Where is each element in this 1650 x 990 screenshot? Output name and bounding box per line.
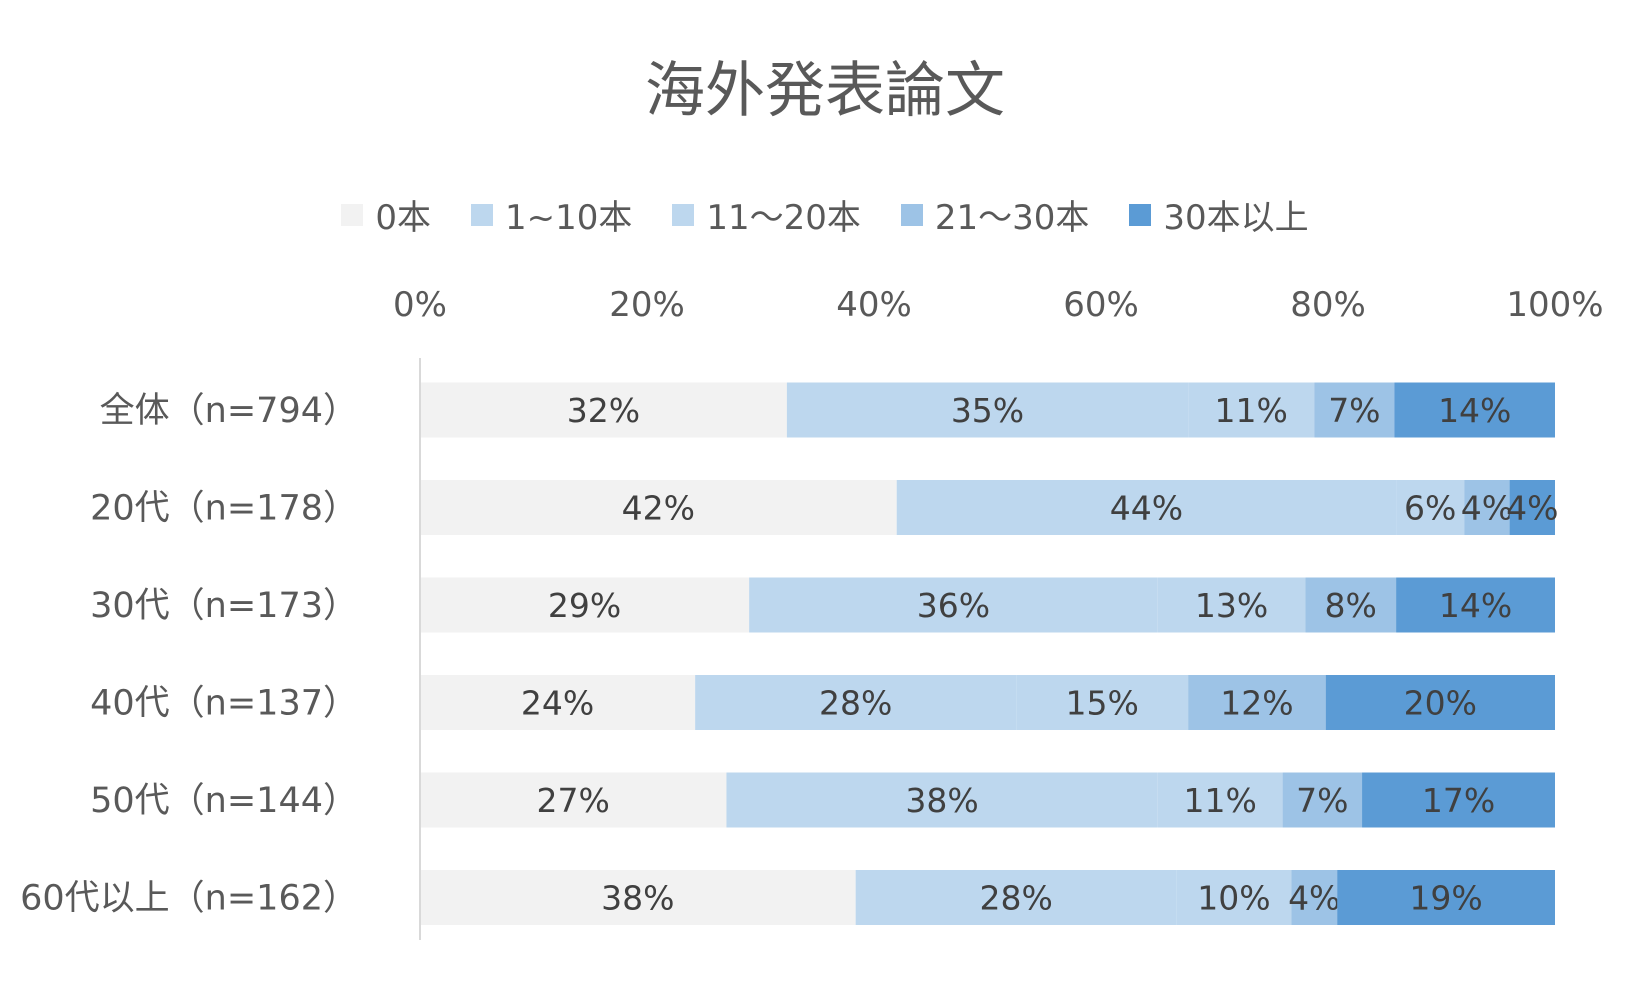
bar-segment <box>420 675 696 730</box>
bar-segment <box>1337 870 1555 925</box>
category-label: 50代（n=144） <box>90 781 358 821</box>
data-label: 7% <box>1328 391 1380 430</box>
category-label: 40代（n=137） <box>90 684 358 724</box>
data-label: 42% <box>622 489 695 528</box>
data-label: 20% <box>1404 684 1477 723</box>
data-label: 38% <box>905 781 978 820</box>
bar-segment <box>1157 772 1283 828</box>
bar-segment <box>726 772 1158 828</box>
bar-segment <box>1509 480 1555 535</box>
data-label: 19% <box>1409 879 1482 918</box>
category-label: 20代（n=178） <box>90 489 358 529</box>
x-tick-label: 60% <box>1063 285 1139 325</box>
data-label: 12% <box>1220 684 1293 723</box>
data-label: 10% <box>1197 879 1270 918</box>
legend-swatch-3 <box>900 203 923 226</box>
bar-segment <box>1016 675 1189 730</box>
legend-label-0: 0本 <box>375 198 431 238</box>
bar-segment <box>420 577 750 633</box>
bar-segment <box>695 675 1017 730</box>
data-label: 28% <box>819 684 892 723</box>
legend-swatch-2 <box>672 203 695 226</box>
legend-swatch-0 <box>341 203 364 226</box>
chart-title: 海外発表論文 <box>645 56 1005 126</box>
bar-segment <box>896 480 1397 535</box>
bar-segment <box>420 480 897 535</box>
bar-segment <box>1362 772 1555 828</box>
category-label: 全体（n=794） <box>100 391 358 431</box>
data-label: 15% <box>1065 684 1138 723</box>
x-tick-label: 40% <box>836 285 912 325</box>
data-label: 11% <box>1215 391 1288 430</box>
data-label: 14% <box>1439 586 1512 625</box>
bar-segment <box>1291 870 1338 925</box>
legend-label-2: 11～20本 <box>706 198 861 238</box>
bar-segment <box>1464 480 1510 535</box>
bar-segment <box>420 870 856 925</box>
bar-segment <box>786 382 1189 438</box>
bar-segment <box>1188 382 1315 438</box>
x-tick-label: 20% <box>609 285 685 325</box>
legend-item-4: 30本以上 <box>1129 190 1309 239</box>
data-label: 28% <box>979 879 1052 918</box>
data-label: 8% <box>1325 586 1377 625</box>
data-label: 4% <box>1506 489 1558 528</box>
chart-legend: 0本 1~10本 11～20本 21～30本 30本以上 <box>0 190 1650 239</box>
legend-label-1: 1~10本 <box>504 198 633 238</box>
bar-segment <box>855 870 1177 925</box>
data-label: 14% <box>1438 391 1511 430</box>
data-label: 11% <box>1183 781 1256 820</box>
data-label: 4% <box>1288 879 1340 918</box>
data-label: 7% <box>1296 781 1348 820</box>
bar-segment <box>420 772 727 828</box>
bar-segment <box>1394 382 1555 438</box>
legend-item-2: 11～20本 <box>672 190 861 239</box>
category-label: 30代（n=173） <box>90 586 358 626</box>
legend-swatch-4 <box>1129 203 1152 226</box>
data-label: 44% <box>1110 489 1183 528</box>
data-label: 36% <box>917 586 990 625</box>
data-label: 13% <box>1195 586 1268 625</box>
bar-segment <box>420 382 787 438</box>
bar-segment <box>1314 382 1395 438</box>
bar-segment <box>1396 480 1465 535</box>
legend-label-4: 30本以上 <box>1163 198 1309 238</box>
legend-item-1: 1~10本 <box>470 190 633 239</box>
bar-segment <box>1305 577 1397 633</box>
bar-segment <box>749 577 1158 633</box>
x-tick-label: 0% <box>393 285 447 325</box>
data-label: 4% <box>1461 489 1513 528</box>
legend-swatch-1 <box>470 203 493 226</box>
data-label: 27% <box>537 781 610 820</box>
category-label: 60代以上（n=162） <box>20 879 358 919</box>
data-label: 32% <box>567 391 640 430</box>
bar-segment <box>1282 772 1363 828</box>
legend-item-0: 0本 <box>341 190 431 239</box>
data-label: 17% <box>1422 781 1495 820</box>
legend-item-3: 21～30本 <box>900 190 1090 239</box>
data-label: 24% <box>521 684 594 723</box>
bar-segment <box>1188 675 1326 730</box>
bar-segment <box>1325 675 1555 730</box>
bar-segment <box>1396 577 1555 633</box>
legend-label-3: 21～30本 <box>934 198 1090 238</box>
x-tick-label: 80% <box>1290 285 1366 325</box>
data-label: 29% <box>548 586 621 625</box>
bar-segment <box>1176 870 1292 925</box>
bar-segment <box>1157 577 1306 633</box>
x-tick-label: 100% <box>1506 285 1603 325</box>
data-label: 6% <box>1404 489 1456 528</box>
data-label: 35% <box>951 391 1024 430</box>
data-label: 38% <box>601 879 674 918</box>
